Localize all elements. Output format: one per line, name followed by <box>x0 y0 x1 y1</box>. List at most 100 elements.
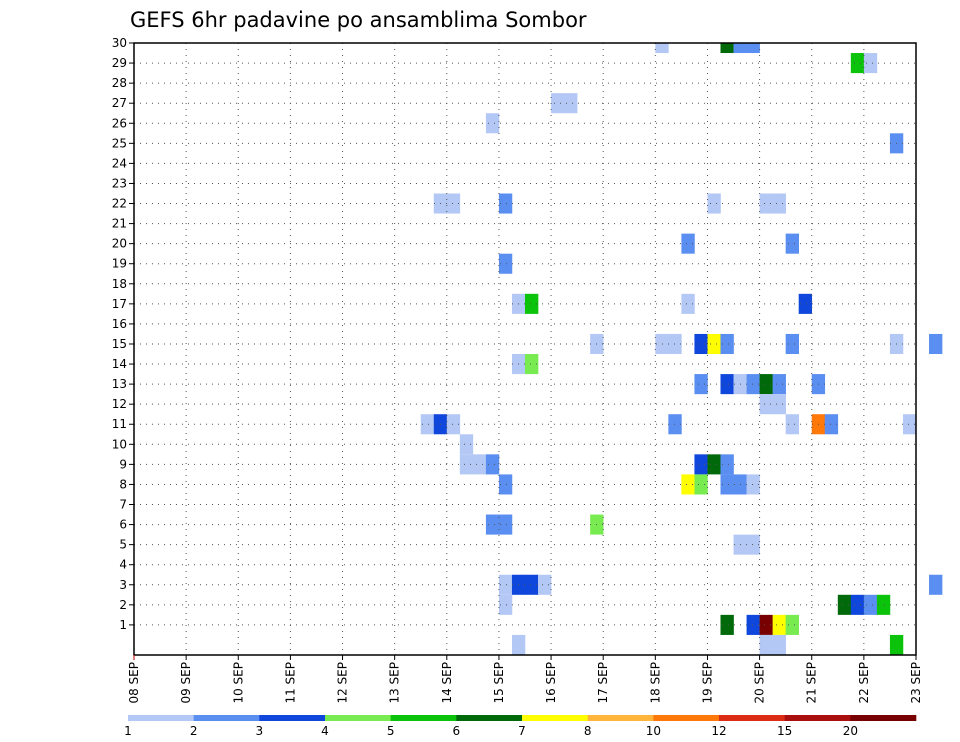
heatmap-cell <box>485 454 500 475</box>
heatmap-cell <box>759 614 773 635</box>
legend-label: 15 <box>777 724 792 738</box>
x-tick-label: 12 SEP <box>336 662 350 704</box>
legend-label: 4 <box>321 724 329 738</box>
legend-color-swatch <box>325 715 391 721</box>
legend-label: 20 <box>843 724 858 738</box>
heatmap-cell <box>863 594 878 615</box>
x-tick-label: 14 SEP <box>440 662 454 704</box>
heatmap-cell <box>564 93 578 114</box>
heatmap-cell <box>485 113 500 134</box>
legend-label: 7 <box>518 724 526 738</box>
heatmap-cell <box>929 574 943 595</box>
heatmap-cell <box>655 333 669 355</box>
x-tick-label: 10 SEP <box>231 662 245 704</box>
heatmap-cell <box>538 574 552 595</box>
x-axis: 08 SEP 09 SEP 10 SEP 11 SEP 12 SEP 13 SEP 14 S… <box>127 655 923 704</box>
heatmap-cell <box>668 414 682 435</box>
y-tick-label: 15 <box>112 337 127 351</box>
y-tick-label: 25 <box>112 136 127 150</box>
heatmap-cell <box>681 474 695 495</box>
legend-label: 2 <box>190 724 198 738</box>
legend-color-swatch <box>653 715 720 721</box>
y-tick-label: 17 <box>112 297 127 311</box>
legend-label: 10 <box>646 724 661 738</box>
y-tick-label: 2 <box>119 598 127 612</box>
cells-layer <box>420 43 943 655</box>
y-tick-label: 6 <box>119 518 127 532</box>
heatmap-cell <box>850 53 865 74</box>
x-tick-label: 11 SEP <box>283 662 297 704</box>
heatmap-cell <box>694 333 708 355</box>
heatmap-cell <box>720 474 734 495</box>
heatmap-cell <box>707 454 721 475</box>
heatmap-cell <box>655 43 669 54</box>
legend-label: 12 <box>711 724 726 738</box>
legend-color-swatch <box>390 715 457 721</box>
x-tick-label: 23 SEP <box>909 662 923 704</box>
legend-color-swatch <box>719 715 785 721</box>
heatmap-cell <box>720 454 734 475</box>
heatmap-cell <box>446 414 461 435</box>
heatmap-cell <box>498 253 513 274</box>
legend-color-swatch <box>850 715 917 721</box>
heatmap-cell <box>772 394 786 415</box>
y-tick-label: 5 <box>119 538 127 552</box>
heatmap-cell <box>876 594 891 615</box>
y-tick-label: 7 <box>119 498 127 512</box>
heatmap-cell <box>785 414 799 435</box>
heatmap-cell <box>720 333 734 355</box>
y-tick-label: 30 <box>112 36 127 50</box>
x-tick-label: 16 SEP <box>544 662 558 704</box>
chart-title: GEFS 6hr padavine po ansamblima Sombor <box>130 8 587 32</box>
y-tick-label: 21 <box>112 217 127 231</box>
heatmap-cell <box>759 193 773 214</box>
y-tick-label: 29 <box>112 56 127 70</box>
legend-color-swatch <box>259 715 326 721</box>
x-tick-label: 20 SEP <box>753 662 767 704</box>
legend-label: 8 <box>584 724 592 738</box>
heatmap-cell <box>746 374 760 395</box>
heatmap-cell <box>420 414 435 435</box>
legend-label: 1 <box>124 724 132 738</box>
x-tick-label: 17 SEP <box>596 662 610 704</box>
heatmap-cell <box>472 454 487 475</box>
legend: 1 2 3 4 5 6 7 8 10 12 15 20 <box>124 715 917 738</box>
x-tick-label: 18 SEP <box>648 662 662 704</box>
heatmap-cell <box>720 374 734 395</box>
heatmap-cell <box>459 434 474 455</box>
heatmap-cell <box>551 93 565 114</box>
heatmap-cell <box>785 614 799 635</box>
heatmap-cell <box>707 333 721 355</box>
heatmap-cell <box>525 293 539 314</box>
heatmap-cell <box>525 354 539 375</box>
x-tick-label: 19 SEP <box>700 662 714 704</box>
heatmap-cell <box>733 43 747 54</box>
y-tick-label: 9 <box>119 457 127 471</box>
heatmap-cell <box>785 333 799 355</box>
heatmap-cell <box>446 193 461 214</box>
heatmap-cell <box>759 374 773 395</box>
y-tick-label: 24 <box>112 156 127 170</box>
heatmap-cell <box>694 454 708 475</box>
heatmap-cell <box>511 634 526 655</box>
x-tick-label: 13 SEP <box>388 662 402 704</box>
y-tick-label: 28 <box>112 76 127 90</box>
x-tick-label: 08 SEP <box>127 662 141 704</box>
heatmap-cell <box>772 614 786 635</box>
heatmap-cell <box>681 233 695 254</box>
heatmap-cell <box>720 43 734 54</box>
y-axis: 1234567891011121314151617181920212223242… <box>112 36 134 632</box>
heatmap-cell <box>772 193 786 214</box>
heatmap-cell <box>707 193 721 214</box>
heatmap-cell <box>668 333 682 355</box>
y-tick-label: 11 <box>112 417 127 431</box>
x-tick-label: 15 SEP <box>492 662 506 704</box>
heatmap-cell <box>498 594 513 615</box>
heatmap-cell <box>498 514 513 535</box>
heatmap-cell <box>681 293 695 314</box>
y-tick-label: 13 <box>112 377 127 391</box>
y-tick-label: 14 <box>112 357 127 371</box>
y-tick-label: 19 <box>112 257 127 271</box>
legend-color-swatch <box>587 715 654 721</box>
